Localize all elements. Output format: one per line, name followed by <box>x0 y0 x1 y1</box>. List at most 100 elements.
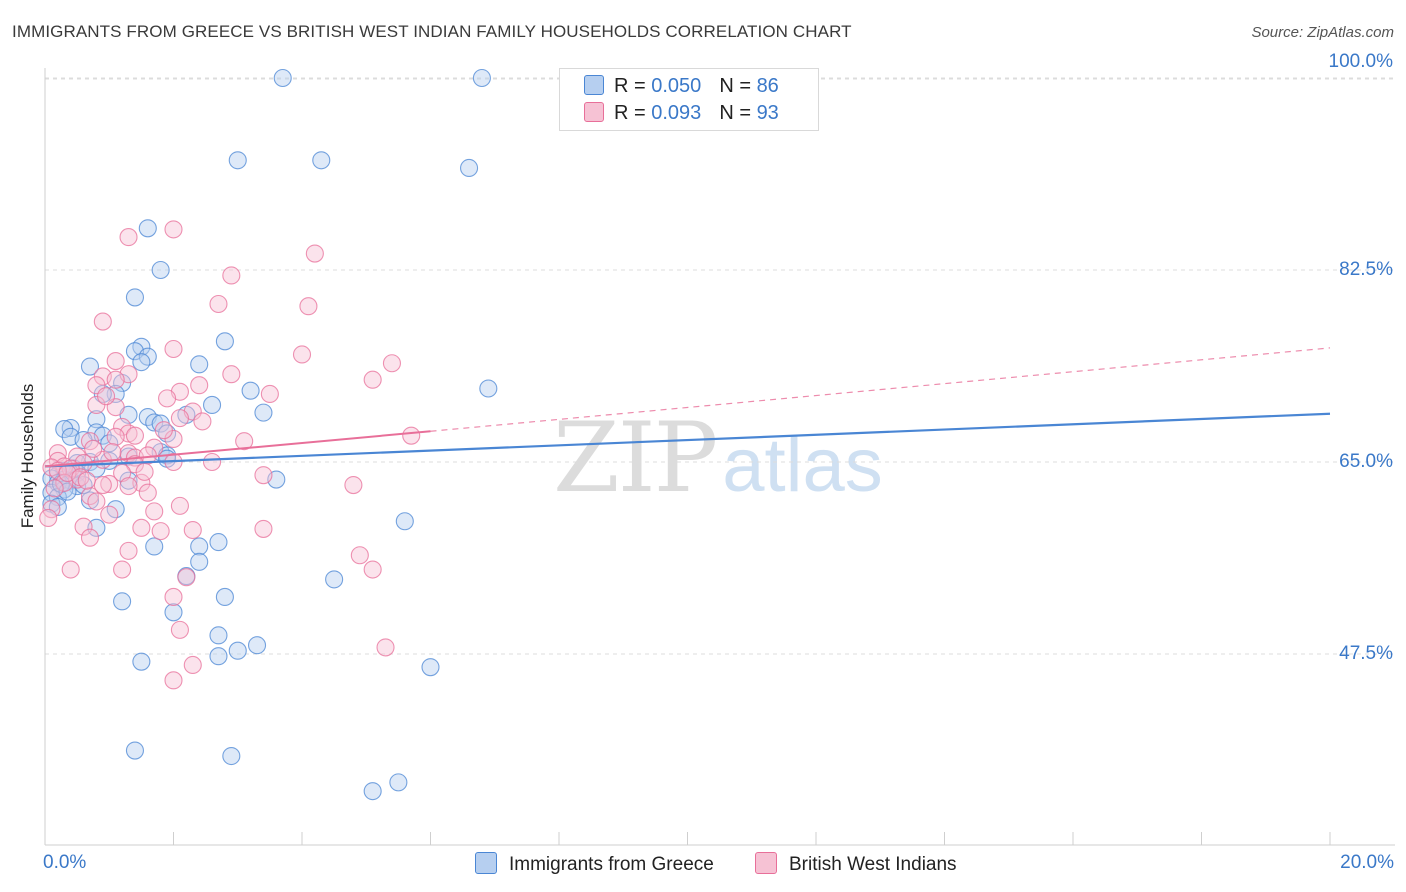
source-label: Source: ZipAtlas.com <box>1251 24 1394 41</box>
point-bwi <box>170 496 189 515</box>
point-greece <box>241 381 260 400</box>
point-greece <box>215 587 234 606</box>
point-bwi <box>39 508 58 528</box>
trend-line-bwi <box>44 430 431 468</box>
legend-item-bwi: British West Indians <box>755 852 957 876</box>
legend-swatch-greece <box>475 852 497 874</box>
point-bwi <box>376 638 395 657</box>
point-greece <box>80 491 100 510</box>
point-greece <box>209 533 228 552</box>
legend-row-bwi: R = 0.093 N = 93 <box>584 102 779 126</box>
gridlines <box>45 77 1395 655</box>
point-bwi <box>113 463 132 483</box>
point-bwi <box>125 455 144 474</box>
point-greece <box>132 652 151 671</box>
point-greece <box>254 403 273 422</box>
point-greece <box>164 603 183 622</box>
point-bwi <box>80 528 100 547</box>
point-bwi <box>119 228 138 247</box>
point-bwi <box>254 466 273 485</box>
point-bwi <box>100 474 119 493</box>
trend-line-bwi-extension <box>430 347 1331 432</box>
point-greece <box>113 592 132 611</box>
point-bwi <box>87 492 106 511</box>
point-bwi <box>106 370 125 389</box>
point-greece <box>222 746 241 766</box>
point-greece <box>325 570 344 589</box>
point-bwi <box>402 426 421 445</box>
point-greece <box>459 158 479 178</box>
x-tick-label-max: 20.0% <box>1340 852 1394 873</box>
series-legend: Immigrants from Greece British West Indi… <box>0 852 1406 878</box>
point-bwi <box>125 426 144 445</box>
legend-r-label: R = <box>614 75 652 97</box>
point-bwi <box>55 473 74 492</box>
legend-label-bwi: British West Indians <box>789 854 957 875</box>
y-tick-label: 100.0% <box>1328 51 1393 72</box>
point-bwi <box>103 443 122 462</box>
axes <box>44 68 1395 846</box>
point-greece <box>209 626 228 645</box>
point-bwi <box>164 671 183 690</box>
point-greece <box>273 68 292 88</box>
point-bwi <box>138 483 157 502</box>
point-bwi <box>235 432 254 451</box>
point-greece <box>479 379 498 398</box>
point-bwi <box>74 517 93 536</box>
point-greece <box>203 395 222 414</box>
point-bwi <box>164 220 183 239</box>
point-bwi <box>77 471 96 490</box>
legend-swatch-bwi <box>755 852 777 874</box>
point-bwi <box>158 389 177 408</box>
point-bwi <box>193 412 212 431</box>
point-greece <box>151 260 170 280</box>
point-bwi <box>61 560 80 579</box>
point-greece <box>87 518 106 537</box>
point-bwi <box>84 439 103 458</box>
point-bwi <box>119 541 138 560</box>
point-greece <box>55 420 74 439</box>
legend-r-label: R = <box>614 102 652 124</box>
watermark-zip: ZIP <box>553 402 718 514</box>
point-greece <box>395 512 414 531</box>
point-bwi <box>190 376 209 395</box>
point-bwi <box>183 520 202 540</box>
point-bwi <box>119 477 138 496</box>
x-tick-label-min: 0.0% <box>43 852 87 873</box>
point-bwi <box>292 345 312 364</box>
point-greece <box>125 741 144 760</box>
y-tick-label: 65.0% <box>1339 451 1393 472</box>
point-bwi <box>254 519 273 538</box>
point-greece <box>80 357 100 376</box>
legend-swatch-bwi <box>584 102 604 122</box>
point-bwi <box>260 384 279 404</box>
y-tick-label: 82.5% <box>1339 259 1393 280</box>
point-bwi <box>363 560 382 579</box>
point-bwi <box>100 505 119 524</box>
point-bwi <box>203 452 222 472</box>
point-bwi <box>154 421 173 440</box>
legend-n-value: 86 <box>756 75 779 97</box>
point-bwi <box>222 365 241 384</box>
point-greece <box>138 219 157 238</box>
legend-swatch-greece <box>584 75 604 95</box>
legend-item-greece: Immigrants from Greece <box>475 852 714 876</box>
point-bwi <box>164 339 183 359</box>
stats-legend: R = 0.050 N = 86 R = 0.093 N = 93 <box>559 68 819 131</box>
legend-n-label: N = <box>719 75 757 97</box>
point-greece <box>247 636 267 655</box>
point-bwi <box>299 297 318 316</box>
data-points <box>39 68 498 801</box>
point-greece <box>87 410 106 429</box>
point-bwi <box>96 387 116 406</box>
chart-title: IMMIGRANTS FROM GREECE VS BRITISH WEST I… <box>12 22 852 41</box>
y-tick-label: 47.5% <box>1339 643 1393 664</box>
point-bwi <box>382 354 402 373</box>
point-bwi <box>145 502 164 521</box>
point-bwi <box>183 655 202 675</box>
point-bwi <box>305 244 324 263</box>
point-greece <box>132 353 151 372</box>
point-bwi <box>113 417 132 436</box>
point-bwi <box>106 427 125 446</box>
